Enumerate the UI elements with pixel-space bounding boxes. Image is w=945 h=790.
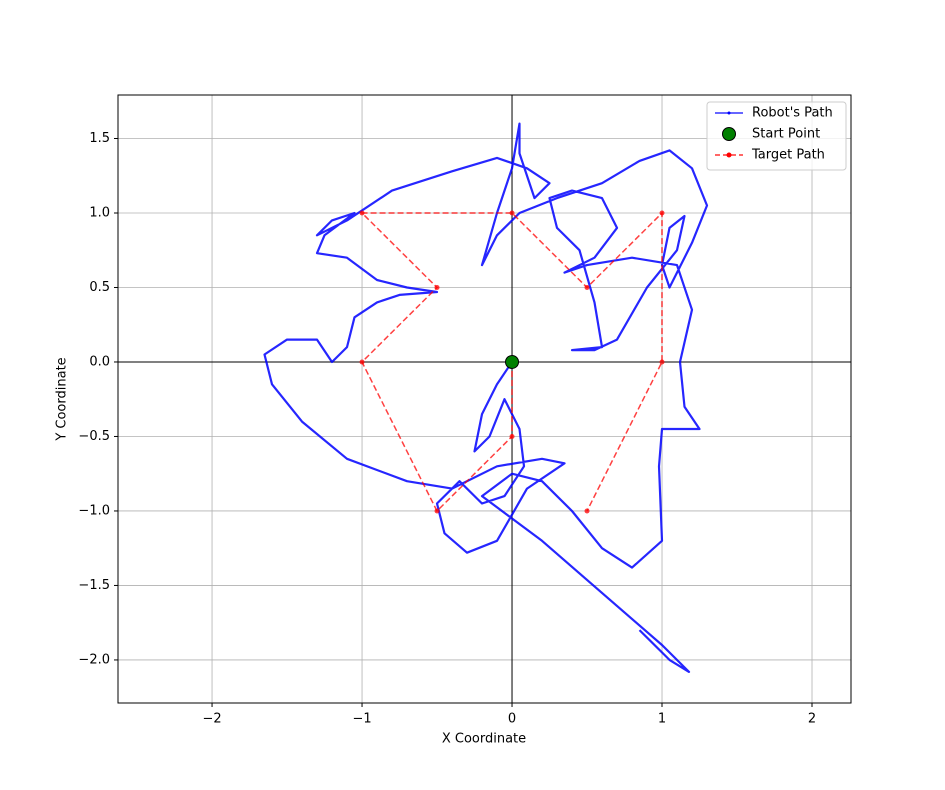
- target-marker: [584, 508, 590, 514]
- y-tick-label: 0.0: [89, 354, 110, 369]
- legend-swatch-marker: [726, 152, 732, 158]
- x-tick-label: −1: [352, 712, 371, 727]
- x-tick-label: 2: [808, 712, 816, 727]
- x-tick-label: 1: [658, 712, 666, 727]
- y-tick-label: 0.5: [89, 280, 110, 295]
- legend-swatch-marker: [727, 111, 731, 115]
- y-tick-label: −1.5: [78, 578, 110, 593]
- target-marker: [659, 210, 665, 216]
- target-marker: [359, 359, 365, 365]
- target-marker: [659, 359, 665, 365]
- y-axis-label: Y Coordinate: [55, 357, 70, 441]
- y-tick-label: −0.5: [78, 429, 110, 444]
- target-marker: [434, 508, 440, 514]
- plot-frame: [117, 94, 852, 704]
- y-tick-label: 1.5: [89, 131, 110, 146]
- robot-path: [263, 122, 709, 673]
- legend-label: Robot's Path: [752, 106, 833, 121]
- start-point: [505, 354, 520, 369]
- x-tick-label: 0: [508, 712, 516, 727]
- legend-box: [706, 101, 847, 171]
- legend-label: Target Path: [751, 148, 825, 163]
- target-marker: [359, 210, 365, 216]
- y-tick-label: 1.0: [89, 205, 110, 220]
- target-marker: [509, 433, 515, 439]
- x-tick-label: −2: [202, 712, 221, 727]
- legend-label: Start Point: [752, 127, 820, 142]
- legend-swatch: [722, 127, 736, 141]
- y-tick-label: −1.0: [78, 503, 110, 518]
- target-marker: [584, 284, 590, 290]
- target-marker: [509, 210, 515, 216]
- x-axis-label: X Coordinate: [442, 732, 526, 747]
- target-marker: [434, 284, 440, 290]
- y-tick-label: −2.0: [78, 652, 110, 667]
